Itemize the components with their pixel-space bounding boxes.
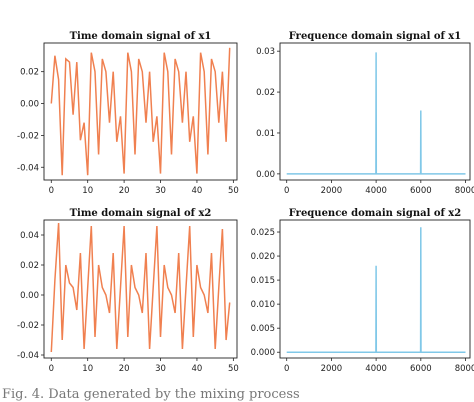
y-tick-label: 0.00 [20,100,39,110]
subplot-title: Frequence domain signal of x1 [289,31,461,42]
y-tick-label: 0.00 [20,291,39,301]
subplot-x2-freq: Frequence domain signal of x2 0 2000 4000 60… [251,208,474,374]
x-tick-label: 0 [49,186,54,196]
x-tick-label: 6000 [410,186,432,196]
series-line [286,227,466,353]
x-tick-label: 50 [228,186,239,196]
y-tick-label: 0.000 [251,348,275,358]
y-tick-label: 0.02 [20,261,39,271]
x-tick-label: 30 [155,364,166,374]
y-tick-label: 0.00 [256,170,275,180]
y-tick-label: -0.04 [17,163,39,173]
plot-frame [43,219,238,359]
subplot-x2-time: Time domain signal of x2 0 10 20 30 40 50 0.04 0… [17,208,239,374]
series-line [50,222,231,353]
series-line [50,47,231,176]
y-tick-label: 0.025 [251,228,275,238]
x-tick-label: 40 [192,186,203,196]
y-tick-label: -0.02 [17,131,39,141]
y-tick-label: 0.020 [251,252,275,262]
x-tick-label: 50 [228,364,239,374]
x-tick-label: 30 [155,186,166,196]
y-tick-label: 0.010 [251,300,275,310]
x-tick-label: 8000 [455,364,474,374]
y-tick-label: 0.02 [20,68,39,78]
subplot-title: Time domain signal of x1 [70,31,212,42]
subplot-title: Frequence domain signal of x2 [289,208,462,219]
x-tick-label: 2000 [321,364,343,374]
x-tick-label: 10 [82,186,93,196]
y-tick-label: -0.02 [17,321,39,331]
y-tick-label: 0.01 [256,129,275,139]
x-tick-label: 20 [119,364,130,374]
y-tick-label: 0.02 [256,88,275,98]
x-tick-label: 2000 [321,186,343,196]
y-tick-label: 0.03 [256,47,275,57]
x-tick-label: 0 [49,364,54,374]
x-tick-label: 4000 [365,186,387,196]
x-tick-label: 4000 [365,364,387,374]
plot-frame [279,42,471,181]
subplot-title: Time domain signal of x2 [70,208,212,219]
y-tick-label: 0.005 [251,324,275,334]
plot-frame [279,219,471,359]
x-tick-label: 10 [82,364,93,374]
x-tick-label: 0 [284,186,289,196]
plot-frame [43,42,238,181]
y-tick-label: 0.015 [251,276,275,286]
x-tick-label: 8000 [455,186,474,196]
y-tick-label: 0.04 [20,231,39,241]
x-tick-label: 0 [284,364,289,374]
x-tick-label: 6000 [410,364,432,374]
x-tick-label: 20 [119,186,130,196]
series-line [286,52,466,175]
y-tick-label: -0.04 [17,351,39,361]
figure-caption: Fig. 4. Data generated by the mixing pro… [2,387,300,402]
x-tick-label: 40 [192,364,203,374]
subplot-x1-freq: Frequence domain signal of x1 0 2000 4000 60… [256,31,474,196]
subplot-x1-time: Time domain signal of x1 0 10 20 30 40 50 0.02 0… [17,31,239,196]
